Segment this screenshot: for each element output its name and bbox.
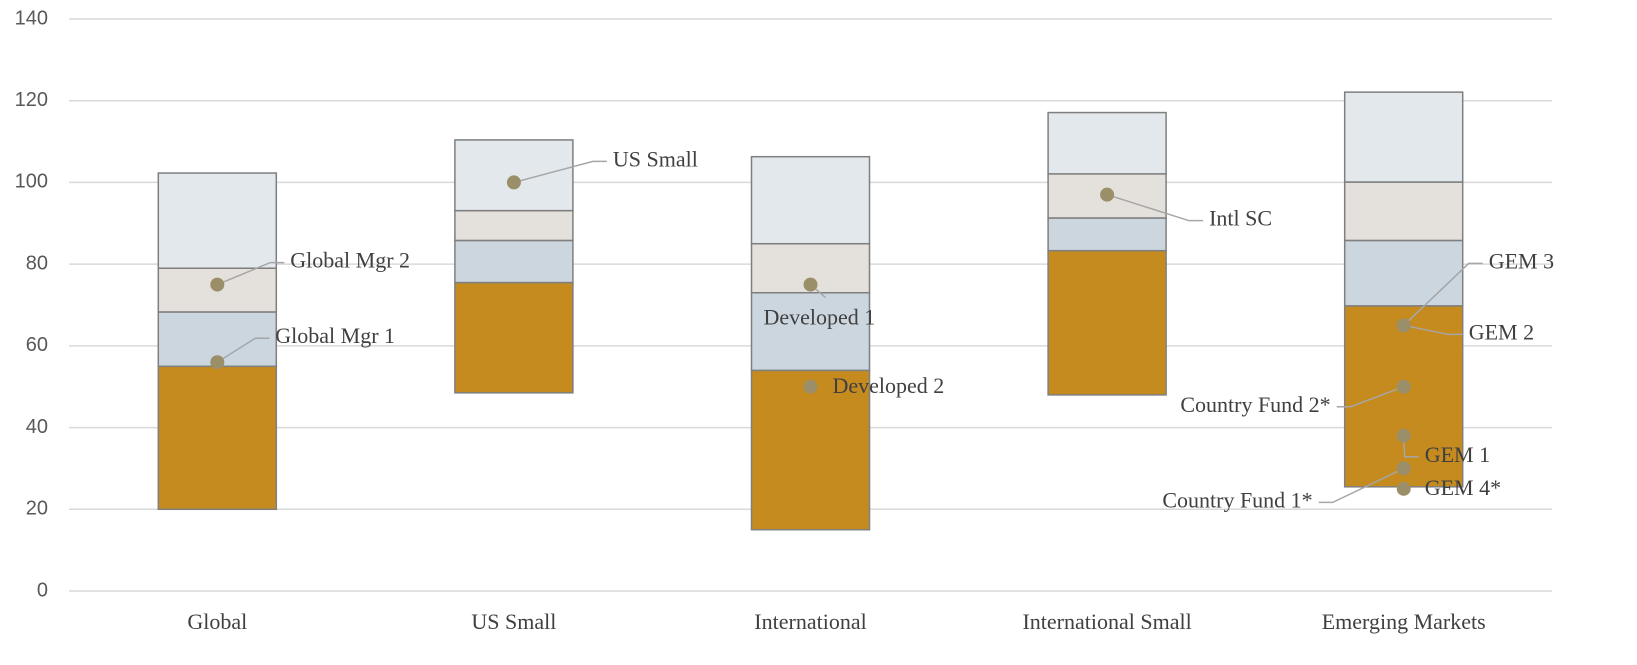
leader-line [1336, 386, 1404, 408]
y-tick-label: 60 [26, 334, 48, 356]
point-label: GEM 2 [1469, 319, 1534, 344]
point-label: Global Mgr 1 [275, 323, 395, 348]
point [506, 175, 521, 190]
x-tick-label: US Small [471, 609, 556, 634]
bar-segment [1343, 181, 1464, 242]
point [803, 277, 818, 292]
leader-line [1106, 193, 1204, 222]
point-label: GEM 3 [1489, 248, 1554, 273]
y-tick-label: 120 [15, 89, 48, 111]
point-label: US Small [613, 146, 698, 171]
point [1396, 379, 1411, 394]
point-label: GEM 1 [1425, 442, 1490, 467]
bar-segment [1343, 239, 1464, 307]
point-label: Intl SC [1209, 206, 1272, 231]
point-label: Country Fund 2* [1180, 392, 1330, 417]
y-tick-label: 40 [26, 416, 48, 438]
leader-line [1402, 435, 1419, 458]
leader-line [1403, 324, 1463, 336]
point-label: Developed 1 [764, 305, 876, 330]
bar-segment [1047, 111, 1167, 175]
point [1396, 461, 1411, 476]
y-tick-label: 80 [26, 252, 48, 274]
leader-line [216, 337, 270, 363]
bar-segment [157, 172, 278, 269]
bar-segment [750, 291, 871, 372]
point [1396, 481, 1411, 496]
leader-line [513, 160, 607, 184]
y-tick-label: 140 [15, 7, 48, 29]
y-tick-label: 20 [26, 498, 48, 520]
bar-segment [454, 239, 574, 284]
y-tick-label: 100 [15, 171, 48, 193]
point [210, 277, 225, 292]
leader-line [1318, 467, 1405, 504]
bar-segment [454, 281, 574, 394]
point-label: Global Mgr 2 [290, 248, 410, 273]
bar-segment [157, 365, 278, 511]
y-tick-label: 0 [37, 579, 48, 601]
x-tick-label: Global [187, 609, 247, 634]
point-label: Developed 2 [833, 373, 945, 398]
bar-segment [454, 209, 574, 242]
bar-segment [1047, 217, 1167, 252]
bar-segment [1047, 249, 1167, 396]
x-tick-label: International [754, 609, 866, 634]
bar-segment [750, 155, 871, 245]
point [1396, 428, 1411, 443]
bar-segment [750, 369, 871, 531]
bar-segment [1343, 91, 1464, 183]
x-tick-label: Emerging Markets [1322, 609, 1486, 634]
point-label: GEM 4* [1425, 475, 1501, 500]
point [1396, 318, 1411, 333]
point [1100, 187, 1115, 202]
bar-segment [454, 139, 574, 212]
leader-line [1403, 262, 1483, 326]
leader-line [217, 261, 285, 286]
point [210, 355, 225, 370]
point-label: Country Fund 1* [1162, 487, 1312, 512]
point [803, 379, 818, 394]
x-tick-label: International Small [1022, 609, 1191, 634]
